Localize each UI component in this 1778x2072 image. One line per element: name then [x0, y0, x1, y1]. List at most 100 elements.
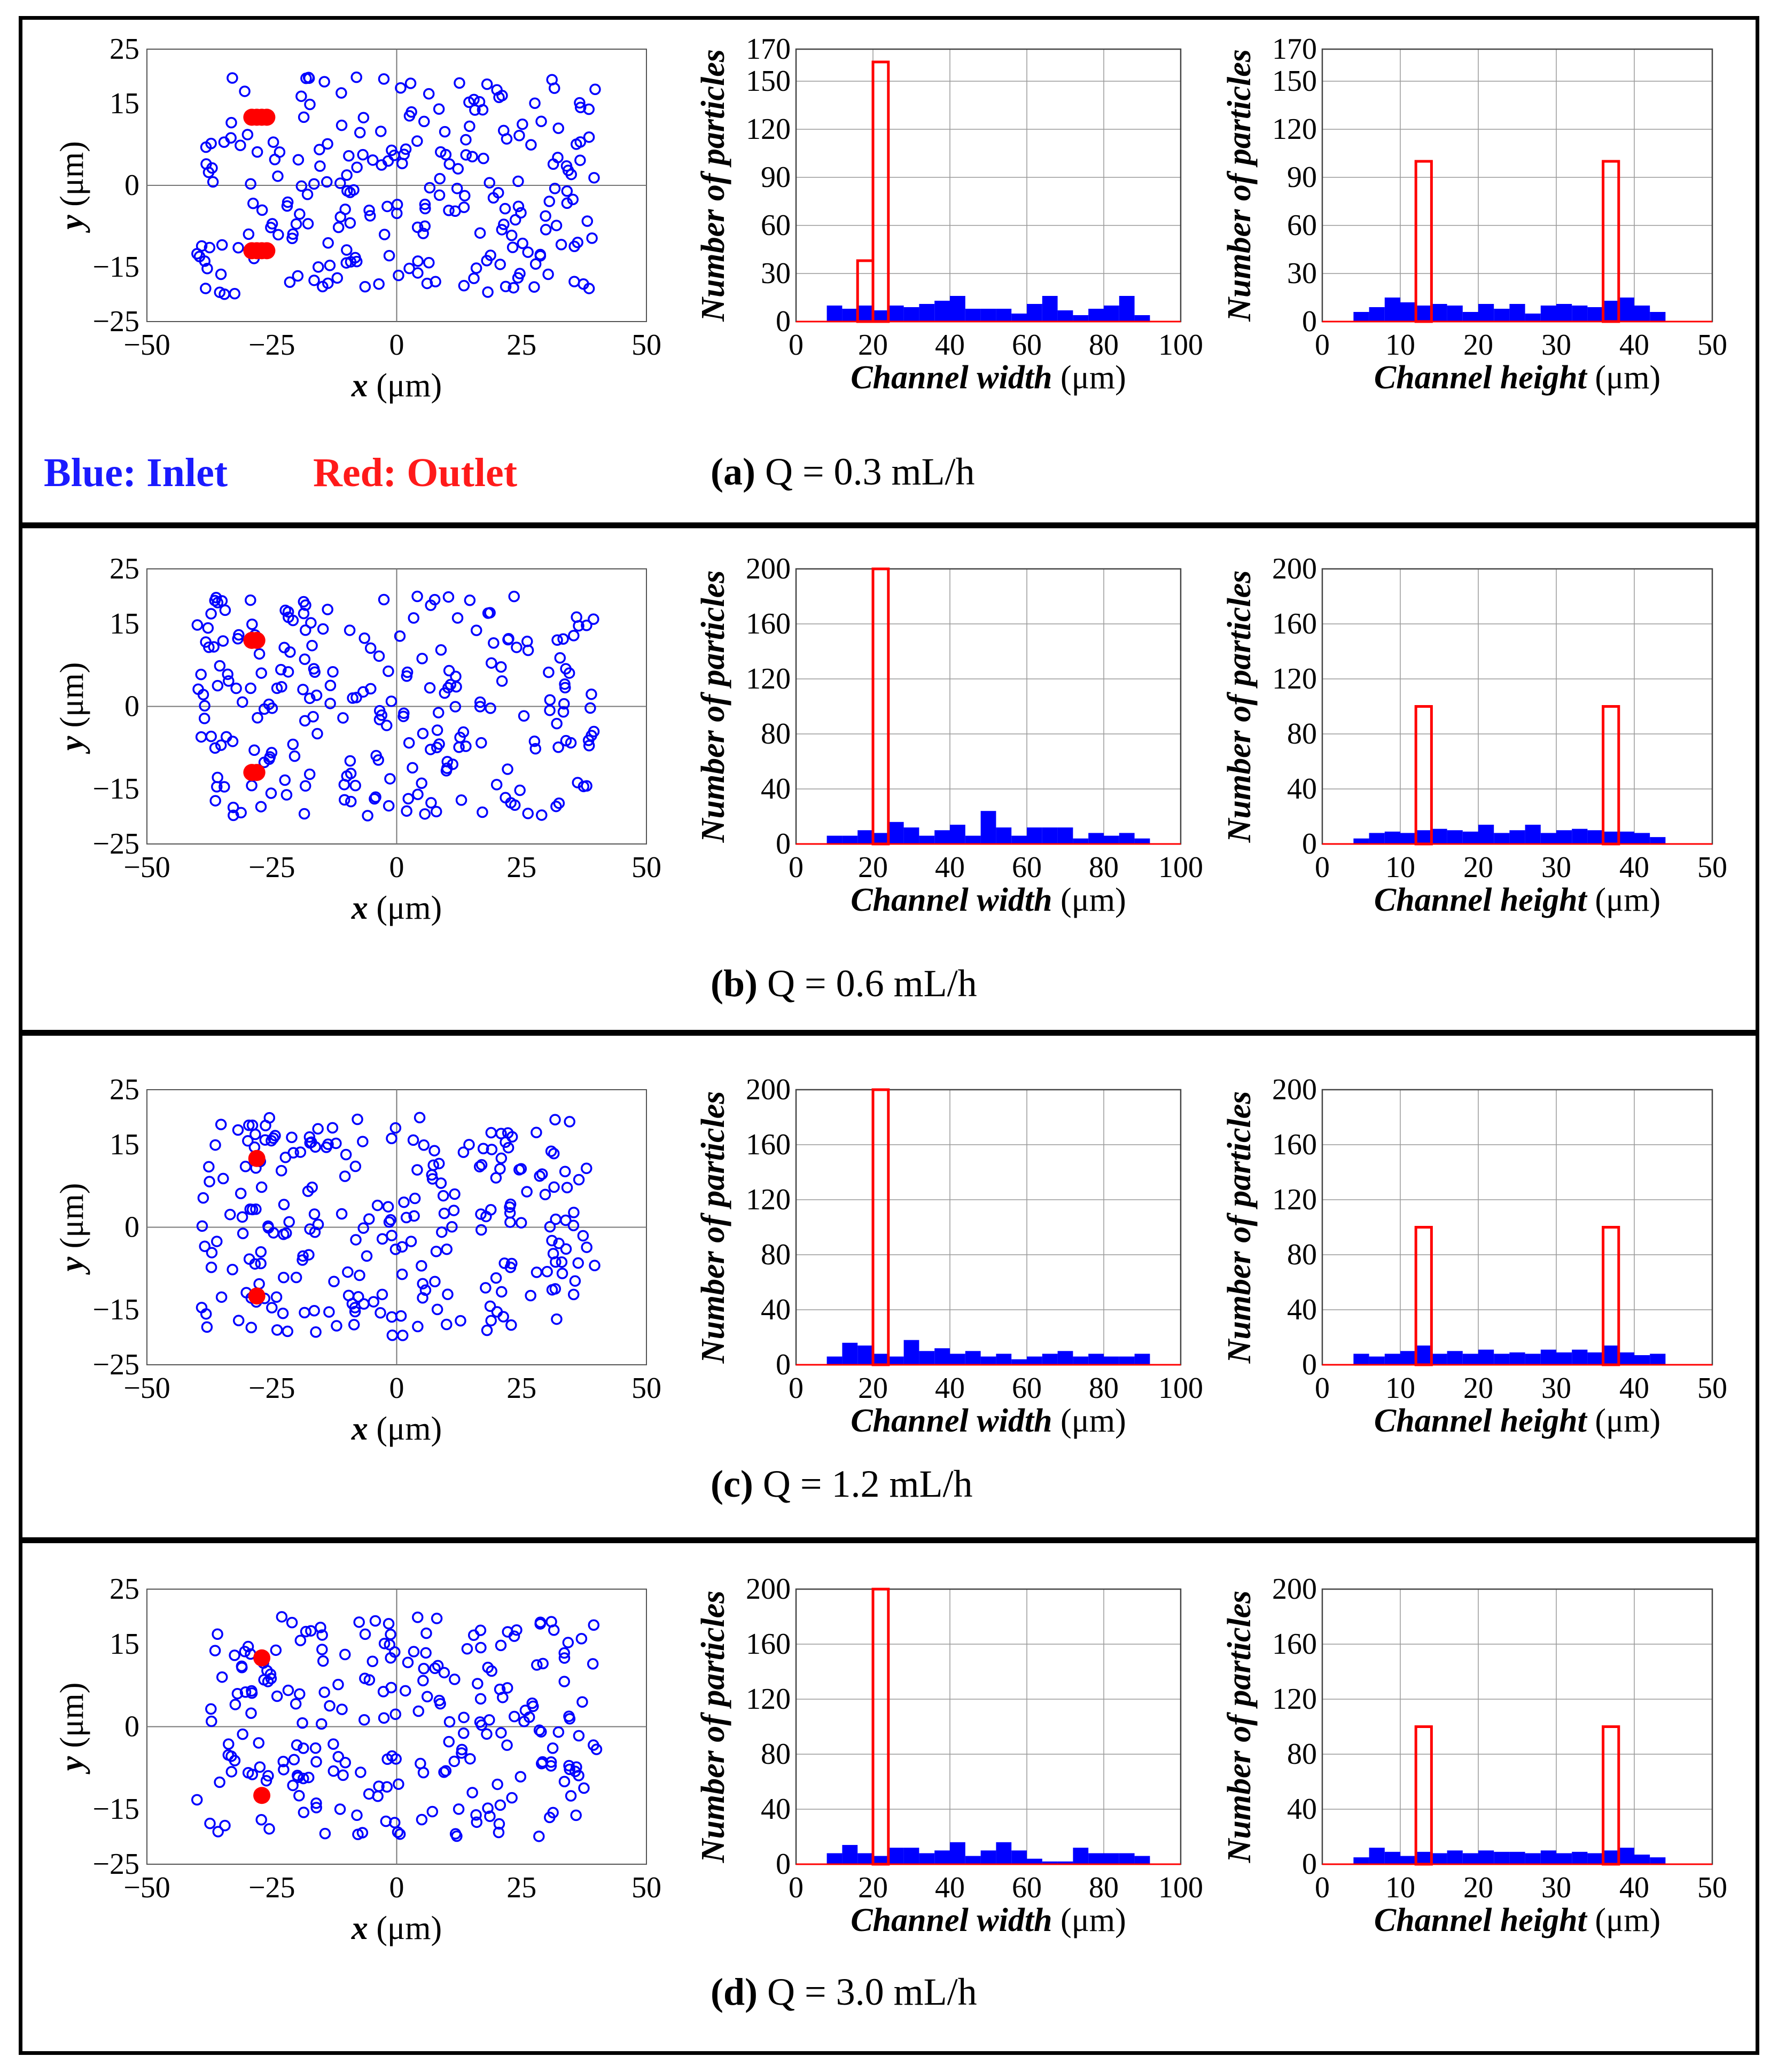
inlet-point — [550, 800, 562, 812]
inlet-bar — [1587, 1352, 1603, 1365]
inlet-bar — [873, 310, 888, 322]
x-axis-unit: (μm) — [1587, 1403, 1660, 1439]
axes-frame — [795, 48, 1182, 323]
inlet-point — [391, 207, 403, 220]
inlet-point — [487, 192, 500, 204]
inlet-point — [323, 1306, 335, 1318]
y-axis-label: Number of particles — [1221, 49, 1258, 322]
inlet-point — [562, 1637, 574, 1648]
inlet-point — [340, 1148, 352, 1161]
inlet-point — [291, 1770, 303, 1781]
inlet-point — [407, 1134, 419, 1146]
inlet-point — [294, 208, 306, 220]
inlet-point — [589, 1260, 601, 1271]
inlet-bar — [1027, 1858, 1042, 1864]
inlet-point — [497, 1692, 509, 1703]
inlet-point — [204, 1817, 216, 1829]
inlet-point — [495, 1727, 507, 1739]
inlet-bar — [903, 1848, 919, 1864]
inlet-point — [200, 141, 212, 153]
inlet-point — [548, 1147, 560, 1160]
inlet-bar — [1042, 827, 1058, 844]
inlet-point — [403, 262, 415, 275]
outlet-bar — [1602, 160, 1620, 323]
inlet-bar — [1416, 1345, 1432, 1365]
inlet-bar — [919, 835, 935, 844]
inlet-bar — [1556, 830, 1572, 844]
x-tick-label: 20 — [1463, 329, 1493, 362]
inlet-point — [384, 773, 396, 785]
x-tick-label: 40 — [1619, 329, 1649, 362]
inlet-point — [508, 282, 519, 294]
y-tick-label: 25 — [110, 33, 139, 66]
y-axis-unit: (μm) — [54, 1183, 90, 1257]
inlet-point — [394, 630, 406, 642]
inlet-point — [561, 1182, 573, 1194]
inlet-bar — [919, 1853, 935, 1864]
inlet-point — [564, 1713, 576, 1725]
x-tick-label: −50 — [123, 329, 170, 362]
x-tick-label: 0 — [789, 1372, 804, 1405]
inlet-point — [464, 595, 476, 606]
inlet-bar — [1088, 833, 1104, 844]
height-histogram-b: 0 10 20 30 40 50 0 40 80 120 160 200 Channel height … — [1221, 552, 1727, 918]
inlet-point — [286, 1131, 298, 1143]
inlet-point — [282, 196, 294, 208]
inlet-point — [407, 762, 418, 774]
inlet-point — [378, 73, 390, 85]
inlet-point — [517, 118, 528, 130]
inlet-point — [237, 1728, 248, 1740]
inlet-point — [531, 1266, 543, 1278]
y-tick-label: 40 — [761, 1293, 791, 1326]
inlet-bar — [1618, 1848, 1634, 1864]
y-tick-label: 160 — [746, 1128, 791, 1161]
inlet-point — [255, 1181, 268, 1193]
inlet-point — [420, 1627, 432, 1639]
inlet-point — [386, 1330, 399, 1341]
inlet-point — [339, 204, 351, 215]
inlet-bar — [1509, 1352, 1525, 1365]
inlet-point — [276, 1611, 288, 1623]
inlet-point — [295, 180, 308, 192]
inlet-point — [449, 1188, 461, 1200]
caption-b: (b) Q = 0.6 mL/h — [711, 961, 977, 1006]
inlet-point — [350, 71, 362, 83]
inlet-point — [327, 1738, 339, 1750]
inlet-bar — [1119, 1356, 1135, 1365]
inlet-point — [193, 251, 206, 262]
x-tick-label: 30 — [1541, 1372, 1571, 1405]
inlet-point — [205, 1261, 217, 1273]
inlet-bar — [842, 835, 858, 844]
inlet-point — [297, 684, 309, 695]
inlet-point — [272, 170, 284, 182]
inlet-point — [332, 1750, 345, 1763]
y-tick-label: 25 — [110, 552, 139, 585]
x-axis-unit: (μm) — [1052, 1403, 1126, 1439]
x-axis-unit: (μm) — [1587, 882, 1660, 918]
inlet-point — [292, 154, 305, 166]
outlet-point — [248, 1150, 266, 1167]
inlet-point — [411, 590, 423, 603]
inlet-point — [324, 1700, 336, 1712]
inlet-point — [223, 1738, 235, 1750]
axes-frame — [1321, 1588, 1713, 1865]
inlet-point — [322, 1138, 334, 1150]
inlet-point — [342, 1266, 354, 1278]
inlet-point — [253, 648, 266, 660]
inlet-point — [245, 1322, 258, 1333]
x-axis-label: x (μm) — [351, 1910, 442, 1946]
inlet-point — [218, 136, 230, 148]
y-tick-label: 160 — [1272, 1628, 1317, 1661]
inlet-point — [395, 82, 407, 94]
inlet-point — [225, 1750, 237, 1762]
inlet-point — [317, 1655, 329, 1667]
inlet-point — [219, 604, 231, 616]
inlet-point — [568, 1207, 580, 1218]
inlet-point — [505, 1319, 517, 1331]
y-tick-label: 40 — [1287, 1293, 1317, 1326]
inlet-point — [324, 698, 336, 709]
inlet-point — [246, 1203, 259, 1216]
inlet-point — [419, 220, 431, 232]
